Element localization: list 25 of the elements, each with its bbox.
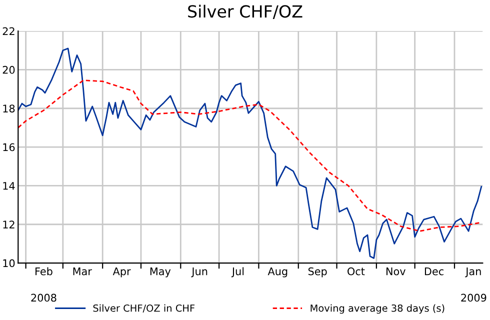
x-tick-label: Sep (308, 267, 327, 278)
y-tick-label: 10 (3, 259, 15, 268)
chart-title: Silver CHF/OZ (188, 4, 302, 20)
y-tick-label: 14 (3, 182, 15, 190)
x-tick-label: Dec (424, 268, 444, 276)
x-tick-label: Mar (73, 268, 92, 276)
line-series (18, 48, 482, 259)
legend-label: Moving average 38 days (s) (310, 304, 444, 314)
x-tick-label: Aug (268, 268, 288, 278)
legend-label: Silver CHF/OZ in CHF (93, 304, 195, 313)
x-tick-label: Jan (465, 268, 481, 278)
y-tick-label: 22 (2, 27, 14, 35)
x-tick-label: Apr (112, 268, 131, 278)
x-tick-label: Nov (386, 268, 406, 276)
text: 2009 (461, 294, 486, 302)
y-tick-label: 12 (3, 220, 14, 228)
text: 2008 (31, 294, 56, 302)
x-tick-label: Jun (191, 268, 208, 278)
y-tick-label: 20 (2, 66, 15, 74)
x-tick-label: May (150, 268, 171, 278)
x-tick-label: Jul (231, 267, 244, 278)
x-tick-label: Feb (36, 267, 52, 276)
y-tick-label: 18 (3, 104, 15, 112)
y-tick-label: 16 (3, 143, 15, 152)
x-tick-label: Oct (348, 267, 365, 276)
